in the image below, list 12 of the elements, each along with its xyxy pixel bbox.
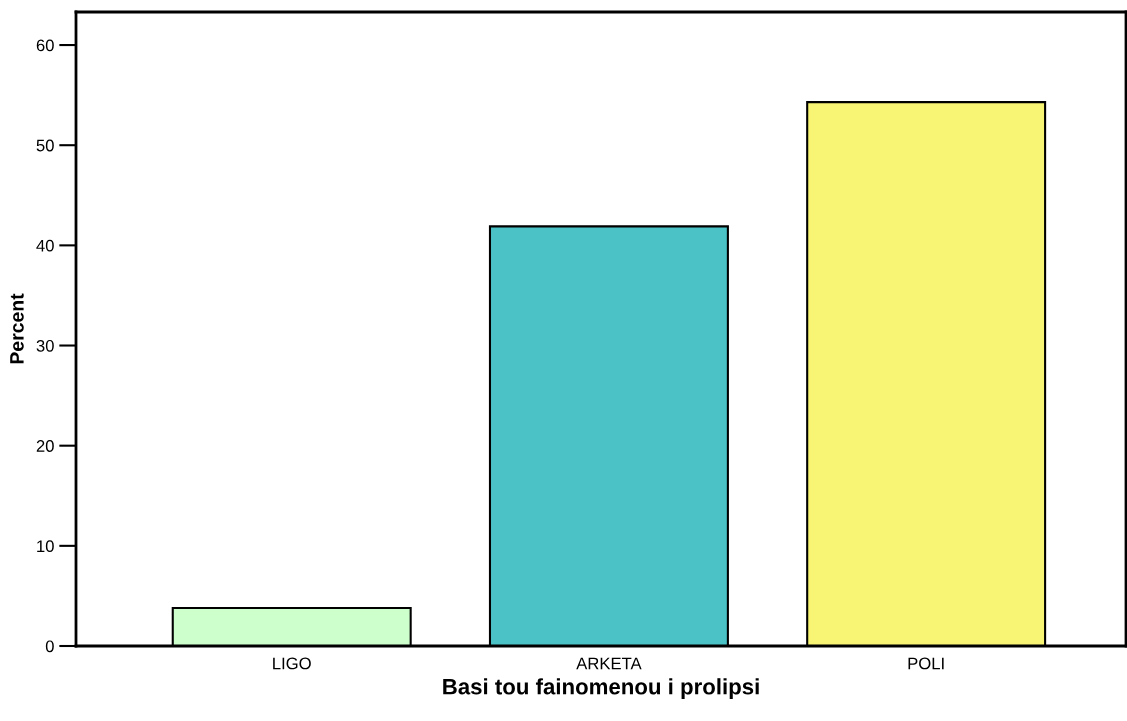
- y-tick-label: 60: [36, 39, 54, 52]
- y-tick-label: 20: [36, 440, 54, 452]
- y-tick-label: 40: [36, 239, 54, 252]
- y-tick-label: 10: [37, 540, 54, 553]
- y-tick-label: 30: [36, 339, 54, 352]
- y-axis-title: Percent: [10, 293, 24, 364]
- x-tick-label: ARKETA: [576, 657, 642, 670]
- y-tick-label: 50: [36, 139, 54, 152]
- x-tick-label: LIGO: [273, 657, 311, 670]
- y-tick-label: 0: [45, 640, 54, 653]
- x-tick-label: POLI: [908, 657, 944, 670]
- x-axis-title: Basi tou fainomenou i prolipsi: [443, 678, 759, 699]
